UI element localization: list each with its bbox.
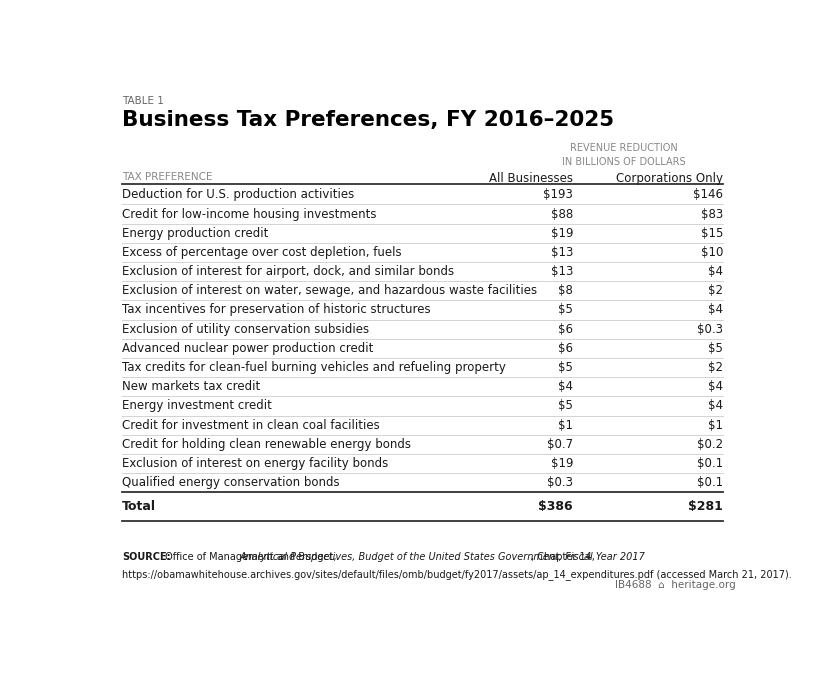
Text: $19: $19: [550, 226, 573, 240]
Text: $193: $193: [543, 189, 573, 201]
Text: New markets tax credit: New markets tax credit: [122, 381, 261, 393]
Text: $19: $19: [550, 457, 573, 470]
Text: IB4688  ⌂  heritage.org: IB4688 ⌂ heritage.org: [615, 580, 735, 590]
Text: $4: $4: [709, 304, 724, 316]
Text: $5: $5: [709, 342, 724, 355]
Text: Exclusion of interest on water, sewage, and hazardous waste facilities: Exclusion of interest on water, sewage, …: [122, 285, 537, 297]
Text: $15: $15: [701, 226, 724, 240]
Text: $13: $13: [551, 265, 573, 278]
Text: $4: $4: [709, 381, 724, 393]
Text: Energy investment credit: Energy investment credit: [122, 400, 272, 412]
Text: Excess of percentage over cost depletion, fuels: Excess of percentage over cost depletion…: [122, 246, 402, 259]
Text: Exclusion of interest on energy facility bonds: Exclusion of interest on energy facility…: [122, 457, 389, 470]
Text: TAX PREFERENCE: TAX PREFERENCE: [122, 172, 213, 183]
Text: Energy production credit: Energy production credit: [122, 226, 269, 240]
Text: $5: $5: [559, 400, 573, 412]
Text: Office of Management and Budget,: Office of Management and Budget,: [162, 552, 340, 562]
Text: Tax incentives for preservation of historic structures: Tax incentives for preservation of histo…: [122, 304, 431, 316]
Text: $5: $5: [559, 304, 573, 316]
Text: Credit for low-income housing investments: Credit for low-income housing investment…: [122, 208, 377, 220]
Text: $4: $4: [709, 400, 724, 412]
Text: $0.2: $0.2: [697, 438, 724, 451]
Text: Deduction for U.S. production activities: Deduction for U.S. production activities: [122, 189, 355, 201]
Text: https://obamawhitehouse.archives.gov/sites/default/files/omb/budget/fy2017/asset: https://obamawhitehouse.archives.gov/sit…: [122, 569, 792, 580]
Text: $6: $6: [558, 342, 573, 355]
Text: REVENUE REDUCTION
IN BILLIONS OF DOLLARS: REVENUE REDUCTION IN BILLIONS OF DOLLARS: [563, 143, 686, 166]
Text: SOURCE:: SOURCE:: [122, 552, 171, 562]
Text: Advanced nuclear power production credit: Advanced nuclear power production credit: [122, 342, 374, 355]
Text: $1: $1: [709, 418, 724, 432]
Text: Analytical Perspectives, Budget of the United States Government, Fiscal Year 201: Analytical Perspectives, Budget of the U…: [240, 552, 646, 562]
Text: Credit for investment in clean coal facilities: Credit for investment in clean coal faci…: [122, 418, 380, 432]
Text: Exclusion of interest for airport, dock, and similar bonds: Exclusion of interest for airport, dock,…: [122, 265, 455, 278]
Text: $0.7: $0.7: [547, 438, 573, 451]
Text: $4: $4: [558, 381, 573, 393]
Text: $0.1: $0.1: [697, 457, 724, 470]
Text: $88: $88: [551, 208, 573, 220]
Text: Corporations Only: Corporations Only: [616, 172, 724, 185]
Text: $146: $146: [693, 189, 724, 201]
Text: $2: $2: [709, 285, 724, 297]
Text: , Chapter 14,: , Chapter 14,: [530, 552, 595, 562]
Text: All Businesses: All Businesses: [489, 172, 573, 185]
Text: $281: $281: [688, 500, 724, 513]
Text: Credit for holding clean renewable energy bonds: Credit for holding clean renewable energ…: [122, 438, 412, 451]
Text: $8: $8: [559, 285, 573, 297]
Text: Qualified energy conservation bonds: Qualified energy conservation bonds: [122, 476, 340, 489]
Text: Total: Total: [122, 500, 156, 513]
Text: $0.1: $0.1: [697, 476, 724, 489]
Text: Tax credits for clean-fuel burning vehicles and refueling property: Tax credits for clean-fuel burning vehic…: [122, 361, 507, 374]
Text: Business Tax Preferences, FY 2016–2025: Business Tax Preferences, FY 2016–2025: [122, 110, 615, 130]
Text: TABLE 1: TABLE 1: [122, 96, 164, 105]
Text: Exclusion of utility conservation subsidies: Exclusion of utility conservation subsid…: [122, 322, 370, 336]
Text: $4: $4: [709, 265, 724, 278]
Text: $6: $6: [558, 322, 573, 336]
Text: $5: $5: [559, 361, 573, 374]
Text: $0.3: $0.3: [547, 476, 573, 489]
Text: $13: $13: [551, 246, 573, 259]
Text: $10: $10: [701, 246, 724, 259]
Text: $0.3: $0.3: [697, 322, 724, 336]
Text: $1: $1: [558, 418, 573, 432]
Text: $83: $83: [701, 208, 724, 220]
Text: $2: $2: [709, 361, 724, 374]
Text: $386: $386: [539, 500, 573, 513]
